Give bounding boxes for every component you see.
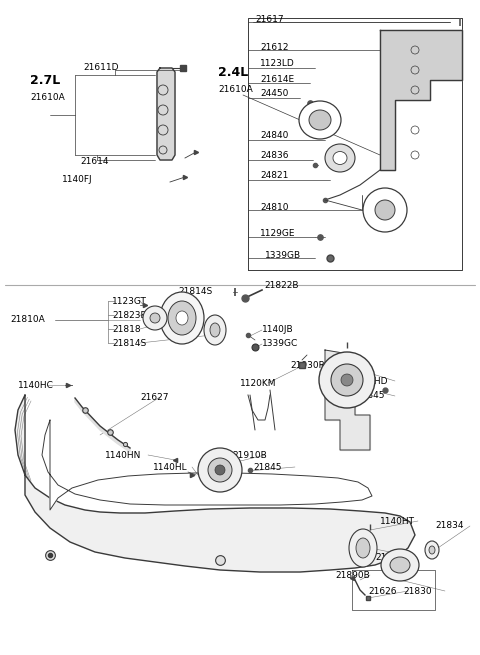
Text: 21614E: 21614E [260,75,294,83]
Ellipse shape [325,144,355,172]
Text: 24840: 24840 [260,132,288,141]
Text: 1339GB: 1339GB [265,250,301,259]
Text: 21845: 21845 [253,462,281,472]
Ellipse shape [425,541,439,559]
Text: 21814S: 21814S [112,339,146,348]
Text: 21910B: 21910B [232,451,267,460]
Text: 21810A: 21810A [10,316,45,324]
Circle shape [331,364,363,396]
Ellipse shape [168,301,196,335]
Polygon shape [380,30,462,170]
Text: 21818: 21818 [112,324,141,333]
Ellipse shape [333,151,347,164]
Circle shape [363,188,407,232]
Text: 21610A: 21610A [30,92,65,102]
Polygon shape [325,350,370,450]
Text: 21614: 21614 [80,157,108,166]
Ellipse shape [390,557,410,573]
Text: 21834: 21834 [375,553,404,561]
Text: 21930R: 21930R [290,360,325,369]
Circle shape [208,458,232,482]
Text: 1140JB: 1140JB [262,326,294,335]
Text: 21612: 21612 [260,43,288,52]
Text: 2.4L: 2.4L [218,66,248,79]
Polygon shape [15,395,415,572]
Text: 24450: 24450 [260,90,288,98]
Text: 2.7L: 2.7L [30,73,60,86]
Text: 21823B: 21823B [112,310,146,320]
Circle shape [375,200,395,220]
Text: 1140HT: 1140HT [380,517,415,525]
Text: 21845: 21845 [356,392,384,400]
Text: 21830: 21830 [403,586,432,595]
Text: 24821: 24821 [260,172,288,181]
Ellipse shape [381,549,419,581]
Circle shape [341,374,353,386]
Text: 21814S: 21814S [178,286,212,295]
Ellipse shape [160,292,204,344]
Ellipse shape [429,546,435,554]
Ellipse shape [349,529,377,567]
Text: 1140FJ: 1140FJ [62,176,93,185]
Text: 1140HN: 1140HN [105,451,142,460]
Ellipse shape [356,538,370,558]
Text: 24836: 24836 [260,151,288,160]
Ellipse shape [204,315,226,345]
Text: 21627: 21627 [140,392,168,402]
Text: 21890B: 21890B [335,571,370,580]
Circle shape [150,313,160,323]
Circle shape [198,448,242,492]
Text: 24810: 24810 [260,202,288,212]
Circle shape [143,306,167,330]
Ellipse shape [299,101,341,139]
Text: 1120KM: 1120KM [240,379,276,388]
Text: 21822B: 21822B [264,282,299,291]
Text: 1339GC: 1339GC [262,339,298,348]
Text: 21834: 21834 [435,521,464,531]
Polygon shape [157,68,175,160]
Polygon shape [75,398,130,452]
Text: 21617: 21617 [255,14,284,24]
Text: 21610A: 21610A [218,84,253,94]
Text: 1123LD: 1123LD [260,60,295,69]
Ellipse shape [210,323,220,337]
Text: 1140HD: 1140HD [352,377,388,386]
Text: 1140HC: 1140HC [18,381,54,390]
Ellipse shape [176,311,188,325]
Ellipse shape [309,110,331,130]
Text: 21611D: 21611D [83,64,119,73]
Text: 1140HL: 1140HL [153,462,188,472]
Polygon shape [42,420,372,510]
Circle shape [319,352,375,408]
Text: 1123GT: 1123GT [112,297,147,305]
Text: 1129GE: 1129GE [260,229,296,238]
Circle shape [215,465,225,475]
Text: 21626: 21626 [368,586,396,595]
